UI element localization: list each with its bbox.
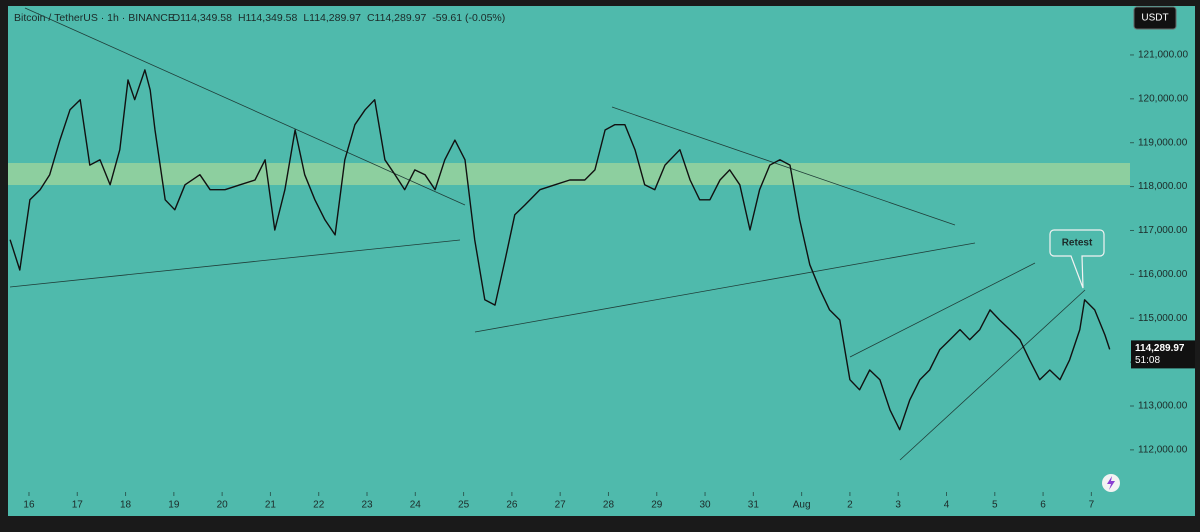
trend-line: [611, 106, 956, 226]
y-tick-label: 121,000.00: [1138, 50, 1188, 61]
y-tick-label: 118,000.00: [1138, 181, 1188, 192]
zone: [8, 163, 1130, 185]
plot-background: [8, 6, 1195, 516]
trend-line: [849, 262, 1036, 358]
last-price: 114,289.97: [1135, 343, 1185, 354]
y-tick-label: 115,000.00: [1138, 313, 1188, 324]
x-tick-label: 22: [313, 500, 325, 511]
x-tick-label: 18: [120, 500, 132, 511]
currency: USDT: [1141, 13, 1168, 24]
icon-glyph: [1107, 476, 1115, 490]
y-tick-label: 119,000.00: [1138, 137, 1188, 148]
x-tick-label: 30: [699, 500, 711, 511]
ohlc-value: O114,349.58: [172, 12, 232, 24]
x-tick-label: 24: [410, 500, 422, 511]
ohlc-value: L114,289.97: [303, 12, 361, 24]
annotation: Retest: [1062, 238, 1093, 249]
trend-line: [899, 289, 1086, 461]
x-tick-label: 3: [895, 500, 901, 511]
price-line: [9, 69, 1111, 431]
ohlc-value: -59.61 (-0.05%): [432, 12, 505, 24]
trend-line: [474, 242, 976, 333]
y-tick-label: 116,000.00: [1138, 269, 1188, 280]
y-tick-label: 113,000.00: [1138, 401, 1188, 412]
x-tick-label: 16: [23, 500, 35, 511]
x-tick-label: 23: [361, 500, 373, 511]
x-tick-label: 17: [72, 500, 84, 511]
ohlc-value: H114,349.58: [238, 12, 298, 24]
x-tick-label: 26: [506, 500, 518, 511]
x-tick-label: 7: [1089, 500, 1095, 511]
trend-line: [24, 7, 466, 206]
x-tick-label: 2: [847, 500, 853, 511]
x-tick-label: 6: [1040, 500, 1046, 511]
ohlc-value: C114,289.97: [367, 12, 427, 24]
x-tick-label: 27: [555, 500, 567, 511]
x-tick-label: 29: [651, 500, 663, 511]
x-tick-label: Aug: [793, 500, 811, 511]
x-tick-label: 28: [603, 500, 615, 511]
symbol-title: Bitcoin / TetherUS · 1h · BINANCE: [14, 12, 175, 24]
trend-line: [9, 239, 461, 288]
x-tick-label: 20: [217, 500, 229, 511]
x-tick-label: 4: [944, 500, 950, 511]
y-tick-label: 112,000.00: [1138, 445, 1188, 456]
x-tick-label: 21: [265, 500, 277, 511]
x-tick-label: 31: [748, 500, 760, 511]
x-tick-label: 19: [168, 500, 180, 511]
last-price-box: [1131, 340, 1195, 369]
trend-lines: [9, 7, 1086, 461]
countdown: 51:08: [1135, 355, 1160, 366]
y-tick-label: 120,000.00: [1138, 93, 1188, 104]
callout: [1049, 229, 1105, 289]
y-tick-label: 117,000.00: [1138, 225, 1188, 236]
currency-button[interactable]: [1133, 6, 1177, 30]
x-tick-label: 25: [458, 500, 470, 511]
x-tick-label: 5: [992, 500, 998, 511]
